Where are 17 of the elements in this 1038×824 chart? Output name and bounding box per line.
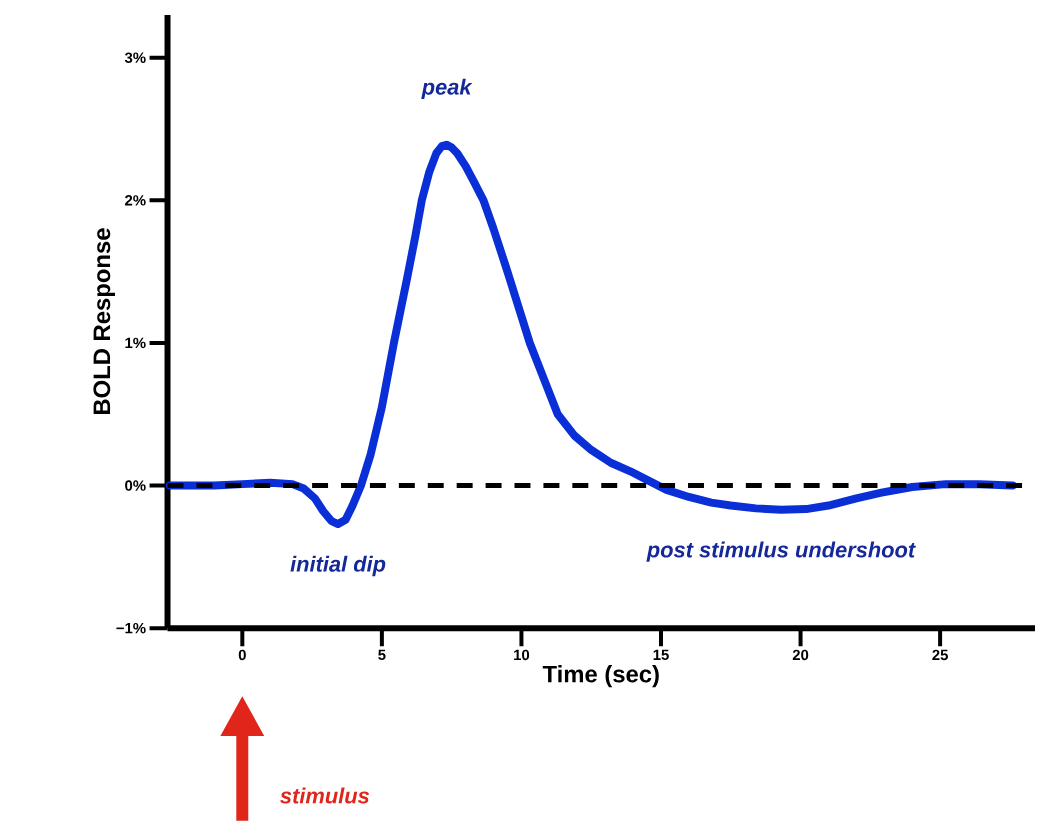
y-tick-label: −1%: [116, 623, 146, 634]
y-tick-label: 2%: [125, 195, 146, 206]
annotation: peak: [421, 78, 473, 100]
x-tick-label: 25: [932, 649, 948, 661]
text: stimulus: [280, 787, 370, 804]
x-tick-label: 5: [378, 649, 386, 661]
annotation: initial dip: [290, 555, 386, 577]
x-tick-label: 10: [514, 649, 530, 661]
annotation: post stimulus undershoot: [646, 541, 916, 563]
y-axis-title: BOLD Response: [93, 228, 115, 415]
x-tick-label: 15: [653, 649, 669, 661]
x-tick-label: 20: [792, 649, 809, 661]
y-tick-label: 0%: [125, 480, 146, 492]
x-tick-label: 0: [238, 649, 246, 661]
x-axis-title: Time (sec): [542, 665, 659, 688]
y-tick-label: 3%: [124, 52, 146, 64]
y-tick-label: 1%: [125, 337, 146, 349]
